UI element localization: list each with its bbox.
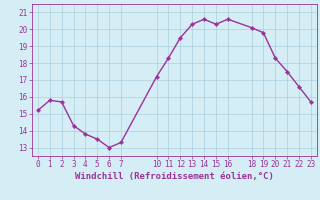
X-axis label: Windchill (Refroidissement éolien,°C): Windchill (Refroidissement éolien,°C) [75, 172, 274, 181]
